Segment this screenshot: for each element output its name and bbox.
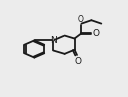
Text: N: N bbox=[50, 36, 57, 45]
Text: O: O bbox=[74, 57, 81, 66]
Text: O: O bbox=[78, 15, 84, 24]
Text: O: O bbox=[93, 29, 100, 38]
